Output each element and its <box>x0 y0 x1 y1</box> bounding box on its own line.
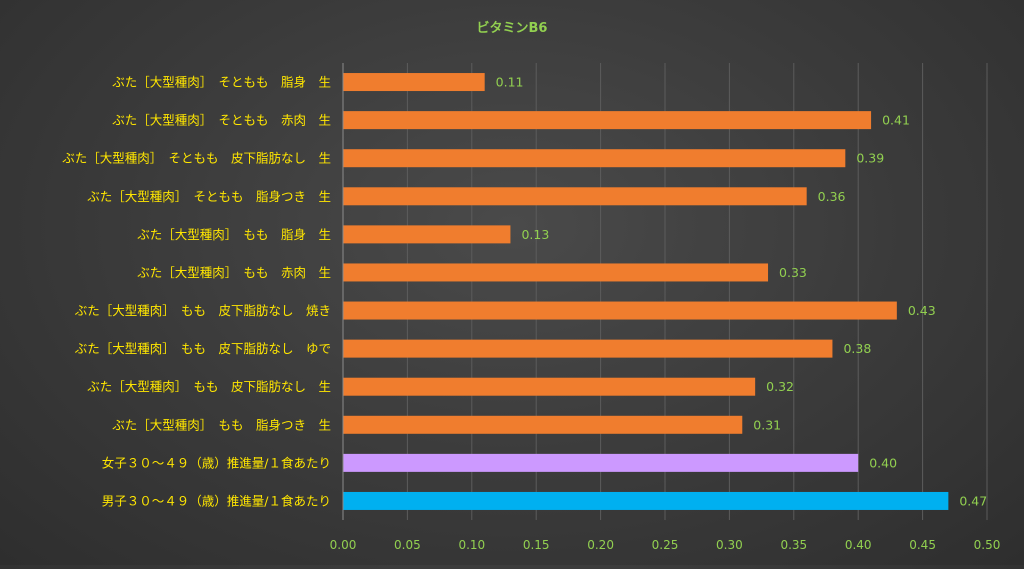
x-tick-label: 0.15 <box>523 538 550 552</box>
y-category-label: ぶた［大型種肉］ もも 皮下脂肪なし 生 <box>87 379 331 394</box>
bar <box>343 263 769 282</box>
bar <box>343 111 872 130</box>
x-tick-label: 0.35 <box>780 538 807 552</box>
bar <box>343 377 756 396</box>
x-tick-label: 0.25 <box>652 538 679 552</box>
bar <box>343 187 807 206</box>
x-tick-label: 0.20 <box>587 538 614 552</box>
chart-title: ビタミンB6 <box>477 20 548 36</box>
x-tick-label: 0.40 <box>845 538 872 552</box>
bar <box>343 149 846 168</box>
y-category-label: ぶた［大型種肉］ もも 赤肉 生 <box>137 265 331 280</box>
bar-value-label: 0.39 <box>856 151 884 166</box>
labels: 0.00 0.05 0.10 0.15 0.20 0.25 0.30 0.35 0.40 0.45… <box>62 75 1000 552</box>
bar-value-label: 0.38 <box>843 341 871 356</box>
x-tick-label: 0.10 <box>458 538 485 552</box>
bar <box>343 73 485 92</box>
bar-value-label: 0.40 <box>869 455 897 470</box>
x-tick-label: 0.45 <box>909 538 936 552</box>
x-tick-label: 0.50 <box>974 538 1001 552</box>
x-tick-label: 0.00 <box>330 538 357 552</box>
bar-value-label: 0.31 <box>753 417 781 432</box>
bar <box>343 453 859 472</box>
bar-value-label: 0.43 <box>908 303 936 318</box>
y-category-label: ぶた［大型種肉］ そともも 脂身 生 <box>112 75 331 90</box>
bar-value-label: 0.32 <box>766 379 794 394</box>
gridlines <box>406 63 988 520</box>
bar-value-label: 0.41 <box>882 113 910 128</box>
bar <box>343 339 833 358</box>
bar-value-label: 0.11 <box>496 75 524 90</box>
y-category-label: 女子３０～４９（歳）推進量/１食あたり <box>102 455 331 470</box>
y-category-label: ぶた［大型種肉］ そともも 脂身つき 生 <box>87 189 331 204</box>
bar <box>343 301 897 320</box>
y-category-label: ぶた［大型種肉］ もも 脂身つき 生 <box>112 417 331 432</box>
bar-value-label: 0.47 <box>959 493 987 508</box>
y-category-label: ぶた［大型種肉］ そともも 赤肉 生 <box>112 113 331 128</box>
x-tick-label: 0.30 <box>716 538 743 552</box>
bar <box>343 225 511 244</box>
y-category-label: 男子３０～４９（歳）推進量/１食あたり <box>102 493 331 508</box>
bar-value-label: 0.33 <box>779 265 807 280</box>
bar-value-label: 0.36 <box>818 189 846 204</box>
bar <box>343 491 949 510</box>
bar-value-label: 0.13 <box>521 227 549 242</box>
y-category-label: ぶた［大型種肉］ もも 皮下脂肪なし 焼き <box>75 303 331 318</box>
x-tick-label: 0.05 <box>394 538 421 552</box>
y-category-label: ぶた［大型種肉］ そともも 皮下脂肪なし 生 <box>62 151 331 166</box>
bars <box>343 73 949 510</box>
y-category-label: ぶた［大型種肉］ もも 皮下脂肪なし ゆで <box>75 341 331 356</box>
y-category-label: ぶた［大型種肉］ もも 脂身 生 <box>137 227 331 242</box>
bar <box>343 415 743 434</box>
